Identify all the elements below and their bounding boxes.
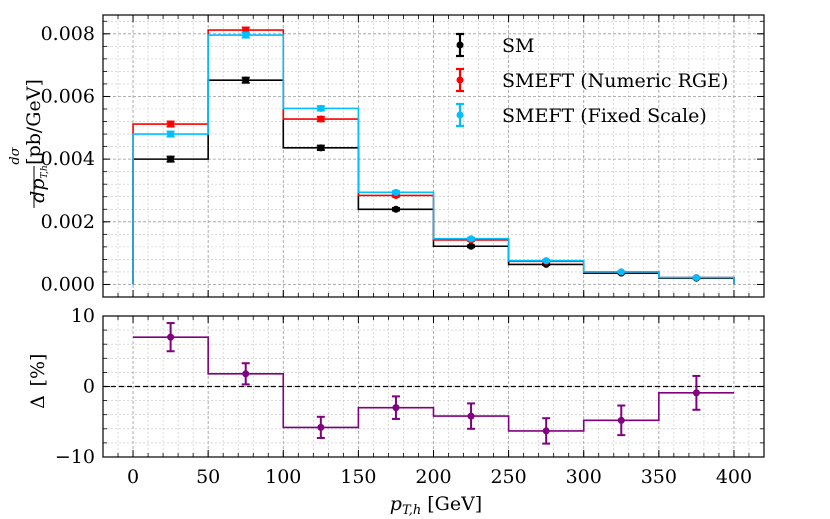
data-point — [242, 31, 250, 39]
y-tick-label: 0.006 — [41, 85, 95, 107]
x-tick-label: 350 — [641, 466, 677, 488]
delta-point — [617, 416, 625, 424]
data-point — [317, 144, 325, 152]
delta-point — [692, 389, 700, 397]
data-point — [167, 155, 175, 163]
top-ylabel-unit: [pb/GeV] — [23, 79, 45, 165]
y-tick-label: 0.002 — [41, 211, 95, 233]
series-step-2 — [132, 34, 735, 285]
ylabel-num: dσ — [8, 146, 23, 164]
data-point — [317, 104, 325, 112]
data-point — [242, 76, 250, 84]
bottom-ylabel-symbol: Δ — [27, 395, 49, 409]
bottom-plot — [103, 322, 764, 445]
data-point — [692, 274, 700, 282]
top-ticks: 0.000 0.002 0.004 0.006 0.008 — [41, 15, 765, 298]
x-tick-label: 0 — [127, 466, 139, 488]
top-panel: 0.000 0.002 0.004 0.006 0.008 SM SMEFT (Numer… — [8, 14, 765, 298]
data-point — [392, 205, 400, 213]
y-tick-label: 0.008 — [41, 23, 95, 45]
legend: SM SMEFT (Numeric RGE) SMEFT (Fixed Scale) — [456, 32, 728, 128]
data-point — [617, 268, 625, 276]
bottom-ylabel-unit: [%] — [27, 354, 49, 387]
xlabel-unit: [GeV] — [427, 493, 482, 515]
top-plot — [132, 26, 735, 285]
data-point — [167, 130, 175, 138]
delta-point — [242, 370, 250, 378]
bottom-xlabel: pT,h [GeV] — [390, 493, 482, 518]
y-tick-label: 0.004 — [41, 148, 95, 170]
legend-marker-dot — [456, 41, 464, 49]
top-ylabel-den: dpT,h — [27, 165, 50, 203]
y-tick-label: −10 — [55, 446, 95, 468]
y-tick-label: 10 — [71, 305, 95, 327]
data-point — [467, 242, 475, 250]
x-tick-label: 100 — [265, 466, 301, 488]
x-tick-label: 300 — [566, 466, 602, 488]
data-point — [392, 188, 400, 196]
top-ylabel: dσ — [8, 146, 23, 164]
y-tick-label: 0.000 — [41, 273, 95, 295]
legend-label: SM — [502, 35, 534, 57]
x-tick-label: 400 — [716, 466, 752, 488]
legend-label: SMEFT (Numeric RGE) — [502, 70, 728, 92]
x-tick-label: 150 — [340, 466, 376, 488]
y-tick-label: 0 — [83, 376, 95, 398]
xlabel-var: p — [390, 493, 402, 515]
data-point — [167, 120, 175, 128]
legend-label: SMEFT (Fixed Scale) — [502, 105, 707, 127]
x-tick-label: 250 — [490, 466, 526, 488]
data-point — [317, 115, 325, 123]
data-point — [467, 235, 475, 243]
x-tick-label: 200 — [415, 466, 451, 488]
data-point — [542, 257, 550, 265]
legend-marker-dot — [456, 76, 464, 84]
delta-point — [542, 427, 550, 435]
delta-point — [392, 404, 400, 412]
delta-point — [167, 333, 175, 341]
delta-point — [467, 412, 475, 420]
x-tick-label: 50 — [196, 466, 220, 488]
legend-marker-dot — [456, 111, 464, 119]
delta-point — [317, 423, 325, 431]
ylabel-den-sub: T,h — [40, 165, 50, 178]
ylabel-den: dp — [27, 179, 49, 203]
top-grid — [102, 15, 765, 298]
xlabel-sub: T,h — [402, 503, 421, 518]
